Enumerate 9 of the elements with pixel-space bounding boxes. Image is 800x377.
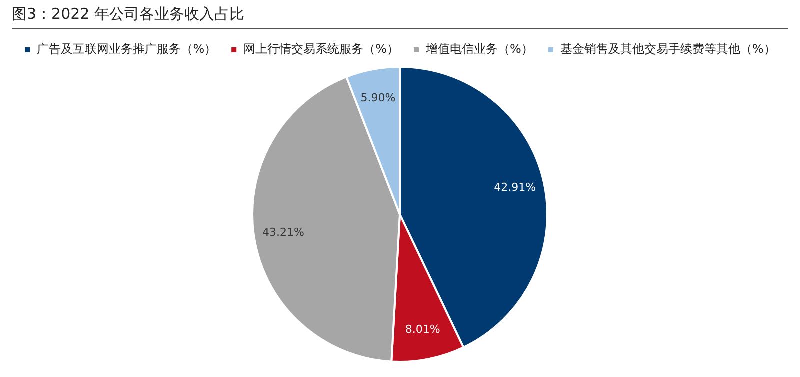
- data-label: 5.90%: [360, 91, 396, 104]
- data-label: 8.01%: [405, 323, 440, 336]
- legend-label: 基金销售及其他交易手续费等其他（%）: [560, 42, 776, 56]
- data-label: 43.21%: [262, 226, 304, 239]
- chart-title: 图3：2022 年公司各业务收入占比: [12, 4, 788, 29]
- legend-label: 增值电信业务（%）: [425, 42, 534, 56]
- data-label: 42.91%: [494, 181, 536, 194]
- legend-label: 广告及互联网业务推广服务（%）: [37, 42, 217, 56]
- legend-label: 网上行情交易系统服务（%）: [244, 42, 400, 56]
